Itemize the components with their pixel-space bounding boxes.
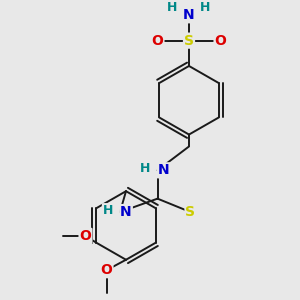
Text: O: O	[80, 229, 92, 243]
Text: H: H	[167, 1, 178, 14]
Text: N: N	[158, 163, 169, 177]
Text: O: O	[152, 34, 164, 48]
Text: H: H	[140, 162, 151, 175]
Text: H: H	[200, 1, 211, 14]
Text: S: S	[184, 34, 194, 48]
Text: O: O	[100, 263, 112, 277]
Text: N: N	[120, 205, 132, 219]
Text: N: N	[183, 8, 195, 22]
Text: O: O	[214, 34, 226, 48]
Text: H: H	[103, 204, 113, 217]
Text: S: S	[185, 205, 196, 219]
